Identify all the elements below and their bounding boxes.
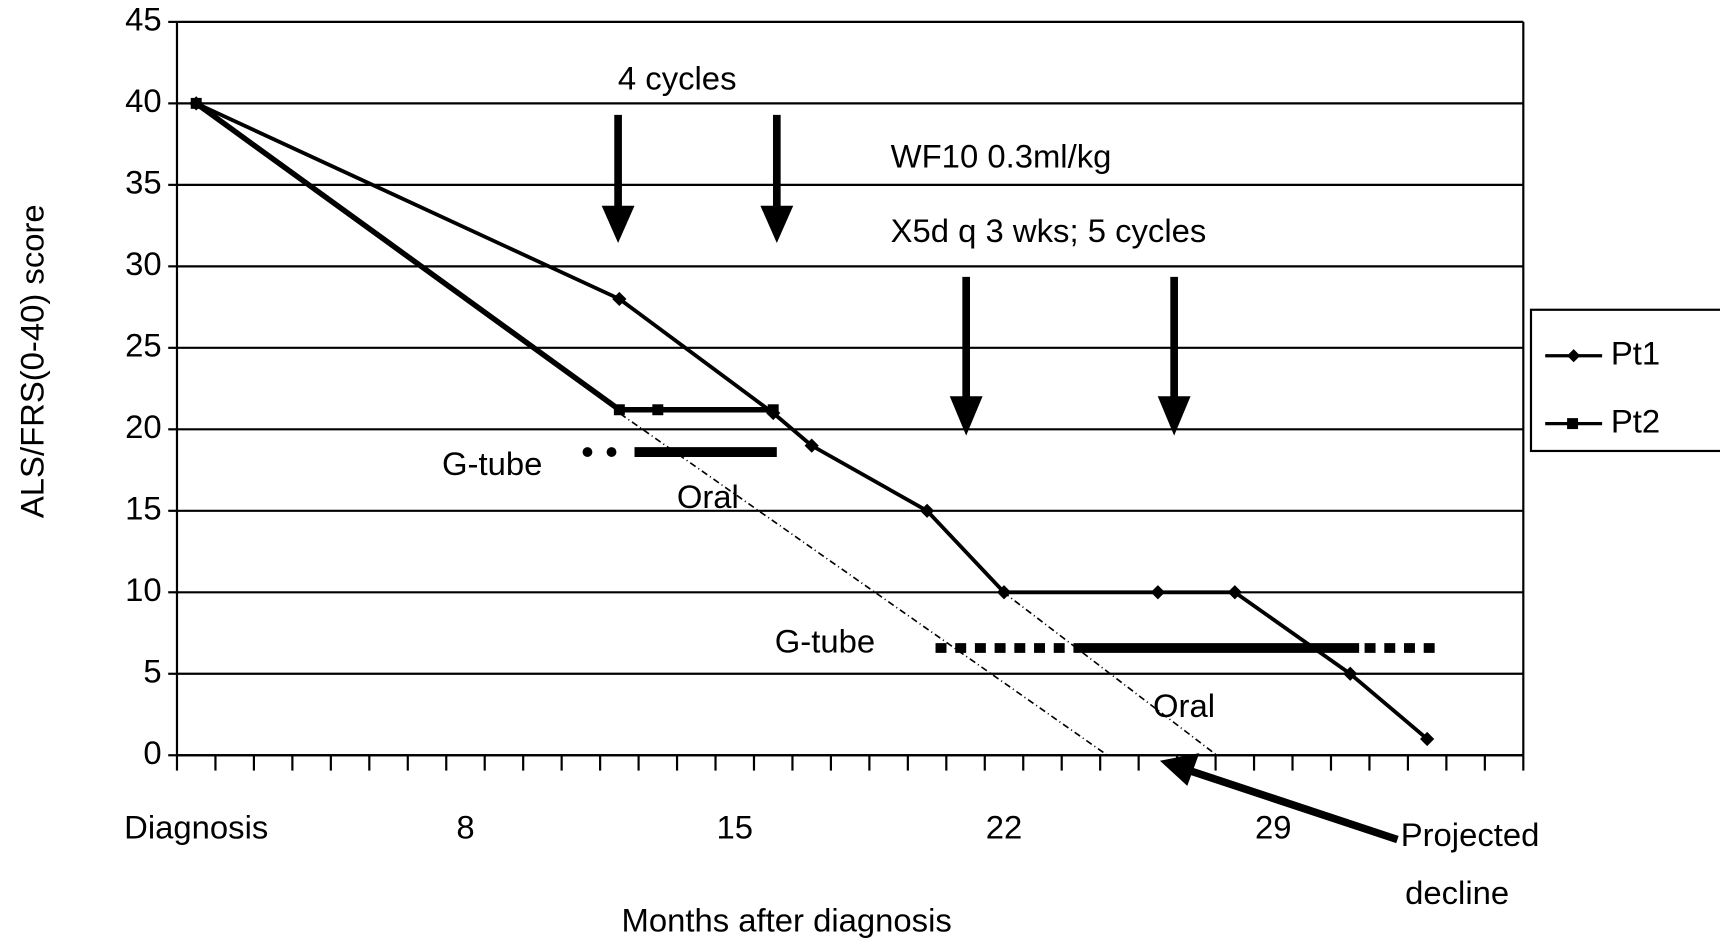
y-tick-label: 10 — [125, 571, 162, 608]
marker — [767, 404, 779, 416]
annotation: G-tube — [442, 445, 542, 482]
legend-label: Pt2 — [1611, 402, 1660, 439]
legend — [1529, 308, 1720, 453]
x-tick-label: 15 — [716, 808, 753, 845]
annotation: decline — [1405, 874, 1509, 911]
arrows — [601, 114, 1399, 844]
x-tick-label: 29 — [1255, 808, 1292, 845]
x-tick-label: 22 — [986, 808, 1023, 845]
y-tick-label: 5 — [143, 652, 161, 689]
legend-label: Pt1 — [1611, 334, 1660, 371]
annotation: X5d q 3 wks; 5 cycles — [891, 212, 1207, 249]
x-tick-label: 8 — [456, 808, 474, 845]
marker — [190, 97, 202, 109]
marker — [652, 404, 664, 416]
marker — [613, 404, 625, 416]
annotation: 4 cycles — [618, 60, 737, 97]
series-line — [195, 101, 1429, 741]
y-tick-label: 45 — [125, 1, 162, 38]
annotation: Projected — [1401, 816, 1540, 853]
legend-marker — [1567, 418, 1579, 430]
x-axis-label: Months after diagnosis — [622, 901, 952, 938]
legend-marker — [1567, 349, 1581, 363]
annotation: G-tube — [775, 622, 875, 659]
annotation: Oral — [1153, 687, 1215, 724]
x-tick-label: Diagnosis — [124, 808, 268, 845]
y-tick-label: 15 — [125, 489, 162, 526]
marker — [1343, 666, 1358, 681]
marker — [1150, 585, 1165, 600]
marker — [804, 438, 819, 453]
y-axis-label: ALS/FRS(0-40) score — [13, 204, 50, 518]
y-tick-label: 30 — [125, 245, 162, 282]
y-tick-label: 25 — [125, 327, 162, 364]
y-tick-label: 40 — [125, 82, 162, 119]
projection-line — [619, 413, 1108, 756]
y-tick-label: 35 — [125, 164, 162, 201]
y-tick-label: 20 — [125, 408, 162, 445]
annotation: Oral — [677, 478, 739, 515]
series-line — [194, 101, 774, 413]
y-tick-label: 0 — [143, 734, 161, 771]
annotation: WF10 0.3ml/kg — [891, 137, 1112, 174]
